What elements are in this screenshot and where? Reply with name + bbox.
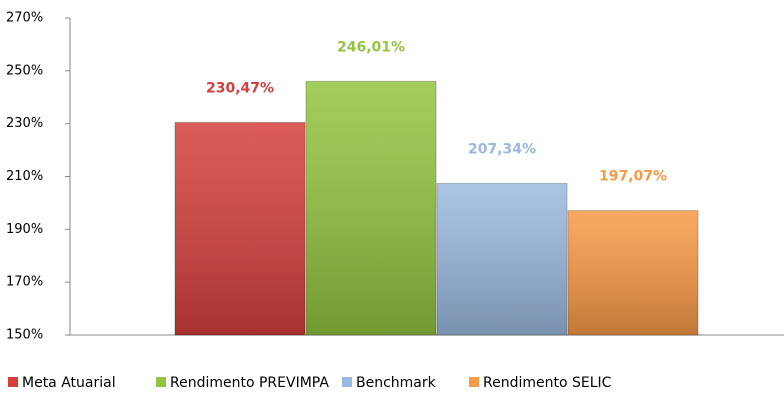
bar	[174, 121, 306, 336]
y-tick-label: 270%	[6, 11, 43, 26]
value-label: 197,07%	[599, 169, 667, 185]
y-tick-label: 150%	[6, 328, 43, 343]
bar	[567, 210, 699, 336]
y-tick-label: 210%	[6, 169, 43, 184]
legend-swatch	[156, 377, 166, 387]
y-tick-label: 170%	[6, 275, 43, 290]
y-tick-label: 190%	[6, 222, 43, 237]
value-label: 207,34%	[468, 142, 536, 158]
y-tick-label: 250%	[6, 63, 43, 78]
legend-label: Meta Atuarial	[22, 375, 116, 391]
y-tick-label: 230%	[6, 116, 43, 131]
legend-label: Benchmark	[356, 375, 437, 391]
legend-swatch	[469, 377, 479, 387]
bar	[436, 183, 568, 336]
bar	[305, 80, 437, 336]
legend-swatch	[8, 377, 18, 387]
value-label: 230,47%	[206, 80, 274, 96]
value-label: 246,01%	[337, 39, 405, 55]
legend-label: Rendimento SELIC	[483, 375, 612, 391]
legend-label: Rendimento PREVIMPA	[170, 375, 329, 391]
legend-swatch	[342, 377, 352, 387]
